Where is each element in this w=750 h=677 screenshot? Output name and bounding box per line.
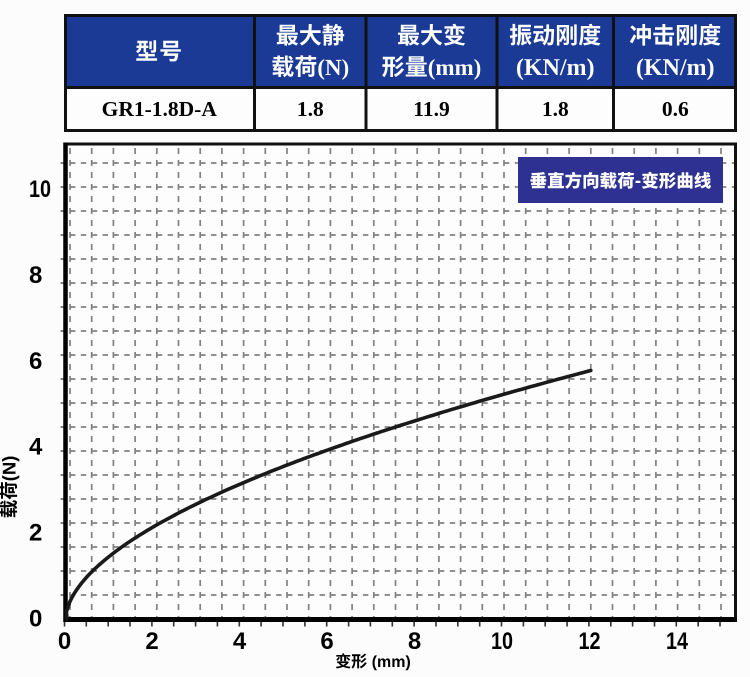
- svg-text:8: 8: [408, 628, 421, 655]
- svg-text:8: 8: [29, 262, 42, 289]
- svg-text:12: 12: [579, 628, 601, 655]
- svg-text:GR1-1.8D-A: GR1-1.8D-A: [102, 97, 218, 121]
- svg-text:0: 0: [29, 606, 42, 633]
- svg-text:1.8: 1.8: [297, 97, 324, 121]
- svg-text:6: 6: [320, 628, 333, 655]
- svg-text:2: 2: [145, 628, 158, 655]
- svg-text:0.6: 0.6: [662, 97, 689, 121]
- svg-text:10: 10: [491, 628, 513, 655]
- svg-text:11.9: 11.9: [413, 97, 449, 121]
- svg-text:4: 4: [29, 434, 43, 461]
- svg-text:14: 14: [666, 628, 689, 655]
- svg-text:2: 2: [29, 520, 42, 547]
- svg-text:6: 6: [29, 348, 42, 375]
- svg-text:0: 0: [58, 628, 71, 655]
- svg-text:4: 4: [233, 628, 247, 655]
- svg-text:1.8: 1.8: [542, 97, 569, 121]
- svg-text:10: 10: [29, 176, 51, 203]
